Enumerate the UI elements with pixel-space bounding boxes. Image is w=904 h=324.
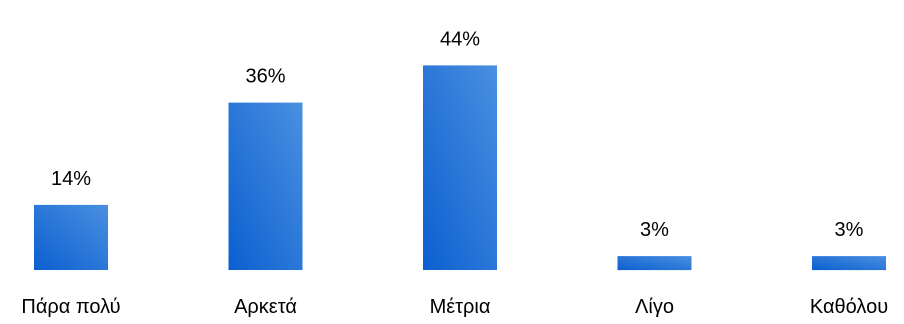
data-label: 44%: [440, 28, 480, 50]
data-label: 36%: [245, 66, 285, 88]
data-label: 14%: [51, 168, 91, 190]
category-label: Αρκετά: [234, 296, 297, 318]
category-label: Μέτρια: [430, 296, 491, 318]
category-labels: Πάρα πολύ Αρκετά Μέτρια Λίγο Καθόλου: [21, 296, 888, 318]
bars: [34, 65, 886, 271]
value-labels: 14% 36% 44% 3% 3%: [51, 28, 864, 241]
data-label: 3%: [640, 219, 669, 241]
bar: [812, 256, 886, 271]
bar: [423, 65, 497, 271]
bar: [34, 204, 108, 270]
category-label: Καθόλου: [810, 296, 888, 318]
category-label: Λίγο: [635, 296, 674, 318]
category-label: Πάρα πολύ: [21, 296, 120, 318]
data-label: 3%: [835, 219, 864, 241]
bar: [617, 256, 692, 271]
bar: [228, 102, 303, 270]
